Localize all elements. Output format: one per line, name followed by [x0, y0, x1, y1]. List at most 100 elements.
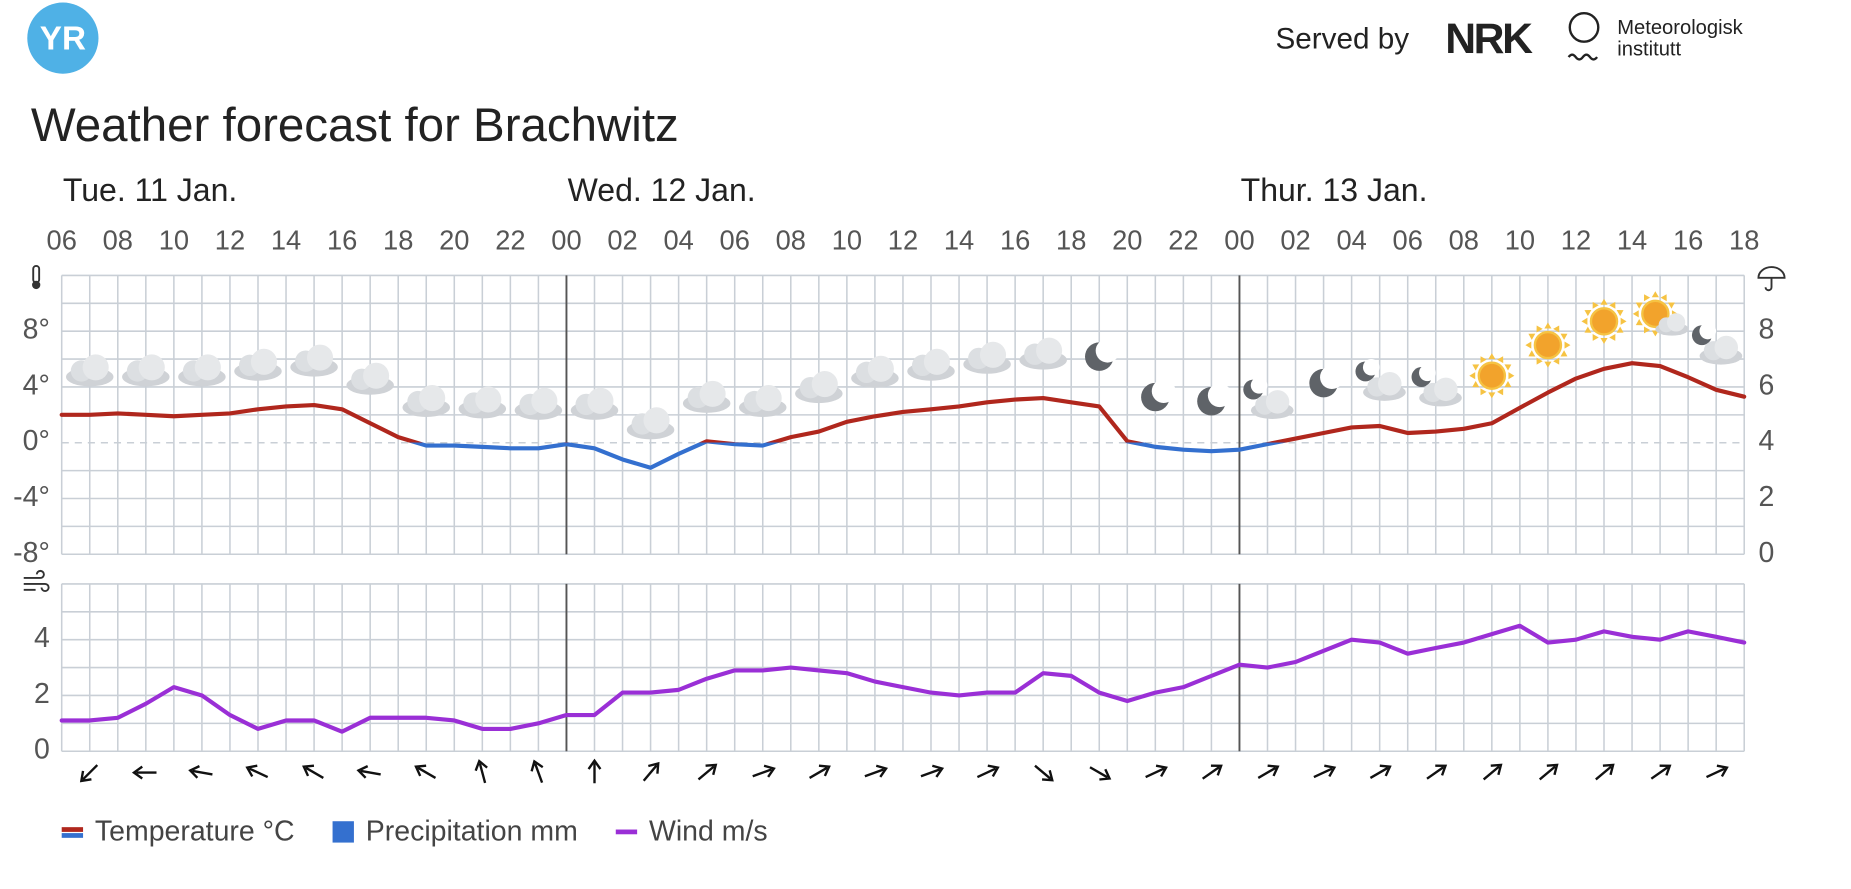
- sun-ray: [1620, 317, 1627, 325]
- wind-arrow: [1705, 764, 1729, 779]
- sun-ray: [1472, 380, 1480, 388]
- cloud: [346, 362, 394, 395]
- hour-label: 10: [1505, 224, 1535, 255]
- wind-arrow: [414, 764, 437, 779]
- moon-cut: [1151, 379, 1176, 404]
- sun-ray: [1497, 388, 1504, 396]
- wind-arrow: [752, 764, 776, 778]
- arrow-shaft: [1538, 765, 1556, 781]
- cloud-part: [979, 341, 1007, 368]
- sun-ray: [1592, 333, 1599, 341]
- hour-label: 12: [215, 224, 245, 255]
- sun-ray: [1553, 357, 1560, 365]
- weather-icon: [795, 371, 843, 404]
- arrow-shaft: [82, 764, 99, 781]
- moon-cut: [1095, 338, 1120, 363]
- wind-arrow: [920, 764, 945, 778]
- arrow-head: [188, 765, 200, 779]
- day-label: Wed. 12 Jan.: [568, 172, 756, 208]
- met-logo[interactable]: Meteorologisk institutt: [1567, 12, 1744, 61]
- arrow-head: [1379, 764, 1392, 777]
- moon: [1691, 322, 1717, 346]
- wind-arrow: [976, 764, 1000, 779]
- hour-label: 20: [1112, 224, 1142, 255]
- wind-arrow: [245, 764, 269, 779]
- sun-ray: [1560, 333, 1568, 340]
- sun-ray: [1536, 357, 1543, 365]
- met-name: Meteorologisk: [1617, 17, 1743, 39]
- weather-icon: [1019, 337, 1067, 370]
- cloud: [402, 384, 450, 418]
- moon-cut: [1419, 364, 1436, 382]
- hour-label: 04: [663, 224, 693, 255]
- sun-ray: [1635, 319, 1643, 326]
- weather-icon: [290, 344, 338, 377]
- cloud-part: [419, 384, 446, 412]
- sun-ray: [1472, 364, 1480, 371]
- legend-swatch: [61, 833, 84, 838]
- met-circle: [1568, 12, 1600, 43]
- sun-ray: [1480, 388, 1487, 396]
- cloud-part: [643, 407, 670, 434]
- cloud-part: [923, 348, 950, 375]
- sun-disc: [1589, 307, 1619, 336]
- arrow-shaft: [1705, 767, 1726, 779]
- sun-ray: [1553, 325, 1560, 333]
- hour-label: 22: [1168, 224, 1198, 255]
- arrow-shaft: [697, 765, 715, 781]
- arrow-shaft: [1313, 767, 1333, 779]
- sun-ray: [1536, 325, 1543, 333]
- arrow-head: [1324, 764, 1337, 778]
- arrow-shaft: [1482, 765, 1500, 781]
- hour-label: 16: [327, 224, 357, 255]
- sun-ray: [1581, 317, 1588, 325]
- sun-ray: [1544, 322, 1552, 329]
- arrow-head: [1155, 764, 1168, 778]
- arrow-head: [1099, 768, 1112, 781]
- weather-icon: [234, 348, 282, 381]
- arrow-head: [1490, 763, 1503, 776]
- sun-ray: [1528, 333, 1536, 340]
- umbrella-icon: [1757, 266, 1786, 292]
- wind-arrow: [1482, 763, 1503, 781]
- legend-swatch: [332, 821, 354, 843]
- cloud: [795, 371, 843, 404]
- weather-icon: [1411, 364, 1462, 407]
- sun-ray: [1600, 298, 1608, 305]
- hour-label: 02: [607, 224, 637, 255]
- yr-logo[interactable]: YR: [27, 2, 99, 74]
- arrow-head: [818, 764, 831, 777]
- sun-ray: [1584, 326, 1592, 333]
- cloud: [1250, 390, 1294, 419]
- arrow-shaft: [1257, 766, 1277, 779]
- arrow-head: [931, 764, 945, 778]
- weather-icon: [1355, 358, 1406, 401]
- legend-swatch: [61, 827, 84, 832]
- y-tick-label: 0: [34, 734, 50, 766]
- cloud-part: [82, 354, 109, 381]
- cloud: [178, 354, 226, 387]
- wind-icon: [23, 569, 50, 592]
- cloud-part: [531, 387, 558, 414]
- nrk-logo[interactable]: NRK: [1445, 15, 1535, 63]
- weather-icon: [1581, 298, 1627, 344]
- cloud-part: [1714, 335, 1739, 360]
- arrow-shaft: [1650, 766, 1669, 780]
- hour-label: 18: [383, 224, 413, 255]
- arrow-head: [474, 759, 488, 772]
- arrow-head: [530, 759, 544, 772]
- sun-ray: [1508, 372, 1515, 380]
- wind-arrow: [1595, 763, 1615, 781]
- arrow-shaft: [534, 763, 544, 784]
- arrow-head: [1267, 764, 1280, 777]
- cloud: [739, 384, 787, 418]
- logo-circle: [27, 2, 99, 74]
- cloud: [907, 348, 955, 381]
- y-tick-label: 4°: [23, 369, 50, 401]
- wind-arrow: [1034, 764, 1054, 782]
- weather-icon: [1197, 383, 1232, 416]
- cloud: [122, 354, 170, 387]
- arrow-head: [1602, 763, 1615, 776]
- y2-tick-label: 6: [1758, 369, 1774, 401]
- day-label: Tue. 11 Jan.: [63, 172, 237, 208]
